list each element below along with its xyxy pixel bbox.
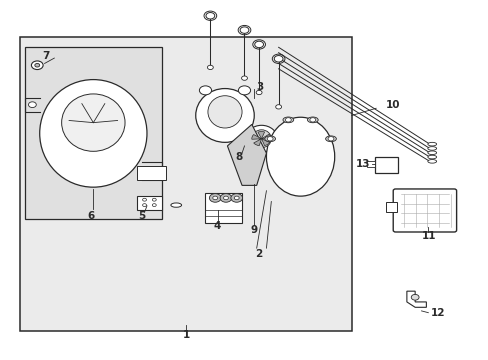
Circle shape [230,194,242,202]
Text: 13: 13 [355,159,369,169]
Wedge shape [253,139,261,146]
Ellipse shape [325,136,336,141]
Polygon shape [406,291,426,307]
Circle shape [209,194,221,202]
Wedge shape [257,132,264,139]
Circle shape [205,13,214,19]
Circle shape [31,61,43,69]
Text: 8: 8 [235,152,242,162]
Text: 12: 12 [430,309,445,318]
Circle shape [240,27,248,33]
Circle shape [152,204,156,207]
Ellipse shape [283,117,293,123]
Bar [20,37,351,330]
Circle shape [254,41,263,48]
Ellipse shape [207,96,242,128]
Circle shape [223,196,228,200]
Ellipse shape [251,130,271,148]
Circle shape [142,204,146,207]
Ellipse shape [61,94,125,151]
Circle shape [410,294,418,300]
FancyBboxPatch shape [392,189,456,232]
Wedge shape [261,139,269,145]
Text: 6: 6 [87,211,94,221]
Ellipse shape [170,203,181,207]
Circle shape [207,65,213,69]
Wedge shape [261,134,271,139]
Bar [205,193,242,223]
Circle shape [309,118,315,122]
Circle shape [266,137,272,141]
Ellipse shape [40,80,147,187]
Text: 11: 11 [421,231,435,241]
Circle shape [234,196,239,200]
Polygon shape [227,125,266,185]
Text: 9: 9 [250,225,257,235]
Circle shape [28,102,36,108]
Bar [137,196,161,211]
Circle shape [327,137,333,141]
Ellipse shape [427,155,436,159]
Ellipse shape [427,142,436,146]
Ellipse shape [427,159,436,163]
Circle shape [256,90,262,95]
Text: 5: 5 [138,211,145,221]
Circle shape [274,55,283,62]
Ellipse shape [199,86,211,95]
Circle shape [285,118,291,122]
Text: 10: 10 [385,100,400,110]
Wedge shape [251,135,261,139]
Circle shape [152,198,156,201]
Ellipse shape [238,86,250,95]
Circle shape [142,198,146,201]
Bar [374,157,397,173]
Circle shape [241,76,247,80]
Text: 7: 7 [42,51,49,61]
Ellipse shape [266,117,334,196]
Ellipse shape [245,125,277,152]
Text: 1: 1 [182,330,189,340]
Text: 3: 3 [256,82,264,92]
Bar [25,47,161,220]
Text: 2: 2 [255,248,262,258]
Ellipse shape [307,117,318,123]
Ellipse shape [427,151,436,154]
Ellipse shape [264,136,275,141]
Bar [385,202,396,212]
Circle shape [35,63,40,67]
Circle shape [220,194,231,202]
Circle shape [275,105,281,109]
Bar [366,161,374,167]
Circle shape [212,196,217,200]
Ellipse shape [427,147,436,150]
Bar [137,166,166,180]
Text: 4: 4 [213,221,220,231]
Ellipse shape [195,89,254,142]
